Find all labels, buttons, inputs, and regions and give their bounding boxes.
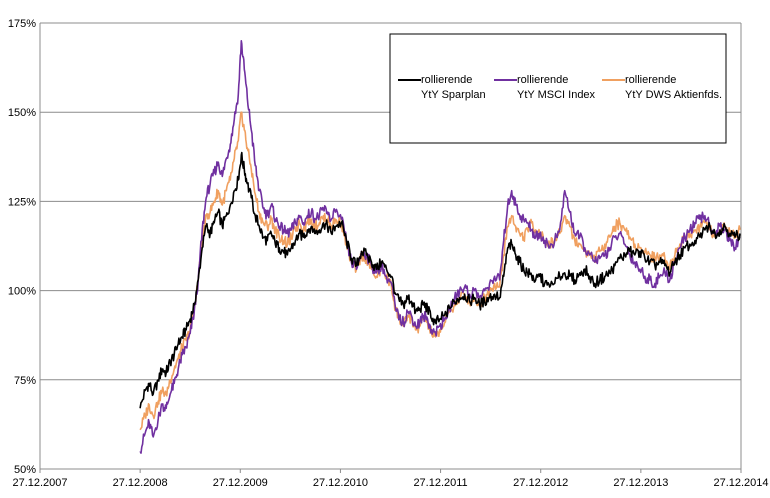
legend: rollierende YtY Sparplan rollierende YtY… xyxy=(389,33,727,144)
legend-label-dws-line2: YtY DWS Aktienfds. xyxy=(625,89,722,101)
x-tick-label: 27.12.2011 xyxy=(413,477,467,489)
y-tick-label: 100% xyxy=(8,286,36,298)
x-tick-label: 27.12.2013 xyxy=(613,477,668,489)
x-tick-label: 27.12.2010 xyxy=(313,477,368,489)
y-tick-label: 150% xyxy=(8,107,36,119)
y-tick-label: 175% xyxy=(8,18,36,30)
series-line-2 xyxy=(139,111,741,431)
legend-label-dws-line1: rollierende xyxy=(625,74,676,86)
y-tick-label: 75% xyxy=(14,375,36,387)
y-tick-label: 125% xyxy=(8,196,36,208)
y-tick-label: 50% xyxy=(14,464,36,476)
x-tick-label: 27.12.2007 xyxy=(12,477,67,489)
x-tick-label: 27.12.2012 xyxy=(513,477,568,489)
legend-label-sparplan-line1: rollierende xyxy=(421,74,472,86)
legend-label-msci-line1: rollierende xyxy=(517,74,568,86)
legend-label-msci-line2: YtY MSCI Index xyxy=(517,89,596,101)
x-tick-label: 27.12.2008 xyxy=(113,477,168,489)
x-tick-label: 27.12.2014 xyxy=(713,477,768,489)
series-layer xyxy=(139,40,741,454)
legend-label-sparplan-line2: YtY Sparplan xyxy=(421,89,486,101)
x-tick-label: 27.12.2009 xyxy=(213,477,268,489)
legend-box xyxy=(389,33,727,144)
axis-layer: 50% 75% 100% 125% 150% 175% 27.12.2007 27.12.20… xyxy=(8,18,769,489)
series-line-0 xyxy=(139,151,741,409)
